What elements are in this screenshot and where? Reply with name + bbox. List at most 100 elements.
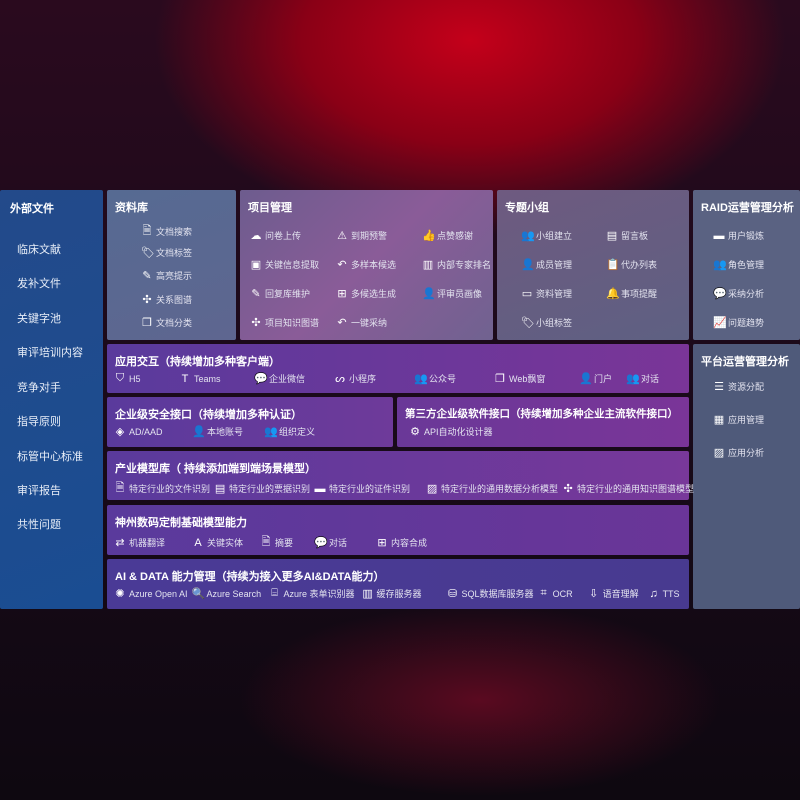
sidebar-item[interactable]: 竞争对手 xyxy=(17,382,61,394)
feature-label: Azure Open AI xyxy=(129,588,188,599)
feature-item[interactable]: ▦ 应用管理 xyxy=(713,413,764,426)
feature-item[interactable]: 👥 组织定义 xyxy=(264,425,334,438)
sidebar-item[interactable]: 共性问题 xyxy=(17,519,61,531)
sidebar-item[interactable]: 标管中心标准 xyxy=(17,451,83,463)
feature-item[interactable]: 🏷 文档标签 xyxy=(141,246,192,259)
feature-item[interactable]: ⊞ 多候选生成 xyxy=(336,287,396,300)
feature-item[interactable]: 📈 问题趋势 xyxy=(713,316,764,329)
wechat-work-icon: 💬 xyxy=(254,373,268,385)
feature-label: 缓存服务器 xyxy=(376,589,422,599)
feature-item[interactable]: ᔕ 小程序 xyxy=(334,372,414,385)
feature-item[interactable]: ✣ 项目知识图谱 xyxy=(250,316,319,329)
feature-item[interactable]: ⊞ 内容合成 xyxy=(376,536,446,549)
sidebar-item[interactable]: 临床文献 xyxy=(17,244,61,256)
feature-item[interactable]: 🗎 特定行业的文件识别 xyxy=(114,479,214,498)
feature-label: 本地账号 xyxy=(207,427,244,437)
sidebar-item[interactable]: 发补文件 xyxy=(17,278,61,290)
feature-item[interactable]: ▣ 关键信息提取 xyxy=(250,258,319,271)
feature-item[interactable]: ▨ 应用分析 xyxy=(713,446,764,459)
feature-label: H5 xyxy=(129,373,141,384)
feature-label: 采纳分析 xyxy=(728,289,765,299)
feature-item[interactable]: 👤 本地账号 xyxy=(192,425,264,438)
feature-item[interactable]: ❐ Web飘窗 xyxy=(494,372,579,385)
feature-item[interactable]: ▨ 特定行业的通用数据分析模型 xyxy=(426,482,562,495)
feature-label: 语音理解 xyxy=(602,589,639,599)
sidebar-item[interactable]: 关键字池 xyxy=(17,313,61,325)
panel-title: RAID运营管理分析 xyxy=(701,202,794,214)
feature-item[interactable]: ◈ AD/AAD xyxy=(114,425,192,438)
feature-item[interactable]: ▤ 特定行业的票据识别 xyxy=(214,482,314,495)
feature-item[interactable]: 💬 对话 xyxy=(314,536,376,549)
feature-item[interactable]: ↶ 一键采纳 xyxy=(336,316,387,329)
feature-item[interactable]: ♫ TTS xyxy=(648,588,688,600)
feature-item[interactable]: 👤 成员管理 xyxy=(521,258,572,271)
feature-item[interactable]: ❐ 文档分类 xyxy=(141,316,192,329)
graph-icon: ✣ xyxy=(142,293,152,306)
feature-item[interactable]: A 关键实体 xyxy=(192,536,260,549)
feature-label: 项目知识图谱 xyxy=(265,318,320,328)
sidebar-item[interactable]: 审评培训内容 xyxy=(17,347,83,359)
feature-item[interactable]: ⚠ 到期预警 xyxy=(336,229,387,242)
feature-label: 一键采纳 xyxy=(351,318,388,328)
sidebar-item[interactable]: 指导原则 xyxy=(17,416,61,428)
feature-item[interactable]: 🏷 小组标签 xyxy=(521,316,572,329)
feature-label: 文档搜索 xyxy=(156,227,193,237)
feature-item[interactable]: ▭ 资料管理 xyxy=(521,287,572,300)
reply-icon: ↶ xyxy=(337,259,347,271)
feature-item[interactable]: ⛁ SQL数据库服务器 xyxy=(447,587,538,600)
feature-item[interactable]: ▥ 内部专家排名 xyxy=(422,258,491,271)
data-analysis-icon: ▨ xyxy=(426,483,438,495)
feature-item[interactable]: 👥 小组建立 xyxy=(521,229,572,242)
feature-item[interactable]: ✣ 特定行业的通用知识图谱模型 xyxy=(562,482,698,495)
api-gear-icon: ⚙ xyxy=(410,426,420,438)
feature-label: 小组标签 xyxy=(536,318,573,328)
panel-digitalchina: 神州数码定制基础模型能力 ⇄ 机器翻译 A 关键实体 🗎 摘要 💬 对话 ⊞ 内容合成 xyxy=(107,505,689,555)
sidebar-item[interactable]: 审评报告 xyxy=(17,485,61,497)
feature-label: 机器翻译 xyxy=(129,538,166,548)
feature-item[interactable]: 👤 门户 xyxy=(579,372,626,385)
panel-library: 资料库 🗎 文档搜索 🏷 文档标签 ✎ 高亮提示 ✣ 关系图谱 ❐ 文档分类 xyxy=(107,190,236,340)
panel-title: 资料库 xyxy=(115,202,148,214)
feature-item[interactable]: T Teams xyxy=(179,373,254,385)
form-recognizer-icon: ⌸ xyxy=(271,587,278,599)
feature-item[interactable]: 🗎 文档搜索 xyxy=(141,222,192,241)
feature-item[interactable]: 👥 对话 xyxy=(626,372,666,385)
feature-item[interactable]: 👥 角色管理 xyxy=(713,258,764,271)
feature-item[interactable]: ⛉ H5 xyxy=(114,372,179,385)
feature-item[interactable]: ✎ 回复库维护 xyxy=(250,287,310,300)
feature-item[interactable]: ⌸ Azure 表单识别器 xyxy=(269,587,362,600)
feature-item[interactable]: ✎ 高亮提示 xyxy=(141,269,192,282)
feature-item[interactable]: 👤 评审员画像 xyxy=(422,287,482,300)
feature-item[interactable]: 💬 企业微信 xyxy=(254,372,334,385)
feature-item[interactable]: 👍 点赞感谢 xyxy=(422,229,473,242)
feature-item[interactable]: 💬 采纳分析 xyxy=(713,287,764,300)
tag-icon: 🏷 xyxy=(521,317,535,329)
chat-users-icon: 👥 xyxy=(626,373,640,385)
feature-item[interactable]: 🔍 Azure Search xyxy=(192,587,269,600)
feature-item[interactable]: ☁ 问卷上传 xyxy=(250,229,302,242)
entity-shield-icon: A xyxy=(194,536,202,549)
feature-item[interactable]: ↶ 多样本候选 xyxy=(336,258,396,271)
feature-item[interactable]: ⌗ OCR xyxy=(538,587,588,600)
feature-item[interactable]: ▥ 缓存服务器 xyxy=(362,587,447,600)
ranking-icon: ▥ xyxy=(422,259,434,271)
feature-item[interactable]: ▤ 留言板 xyxy=(606,229,648,242)
feature-item[interactable]: ✣ 关系图谱 xyxy=(141,293,192,306)
feature-item[interactable]: ☰ 资源分配 xyxy=(713,380,764,393)
feature-item[interactable]: 👥 公众号 xyxy=(414,372,494,385)
feature-item[interactable]: 📋 代办列表 xyxy=(606,258,657,271)
feature-item[interactable]: ⇩ 语音理解 xyxy=(588,587,648,600)
feature-item[interactable]: 🗎 摘要 xyxy=(260,533,314,552)
feature-item[interactable]: 🔔 事项提醒 xyxy=(606,287,657,300)
speech-icon: ⇩ xyxy=(588,588,599,600)
feature-item[interactable]: ⚙ API自动化设计器 xyxy=(409,425,509,438)
feature-label: 事项提醒 xyxy=(621,289,658,299)
id-card-icon: ▬ xyxy=(314,482,326,495)
feature-item[interactable]: ▬ 特定行业的证件识别 xyxy=(314,482,426,495)
feature-label: 角色管理 xyxy=(728,260,765,270)
feature-label: 多候选生成 xyxy=(351,289,397,299)
feature-item[interactable]: ✺ Azure Open AI xyxy=(114,587,192,600)
feature-item[interactable]: ▬ 用户锻炼 xyxy=(713,229,765,242)
folder-icon: ▭ xyxy=(521,288,533,300)
feature-item[interactable]: ⇄ 机器翻译 xyxy=(114,536,192,549)
